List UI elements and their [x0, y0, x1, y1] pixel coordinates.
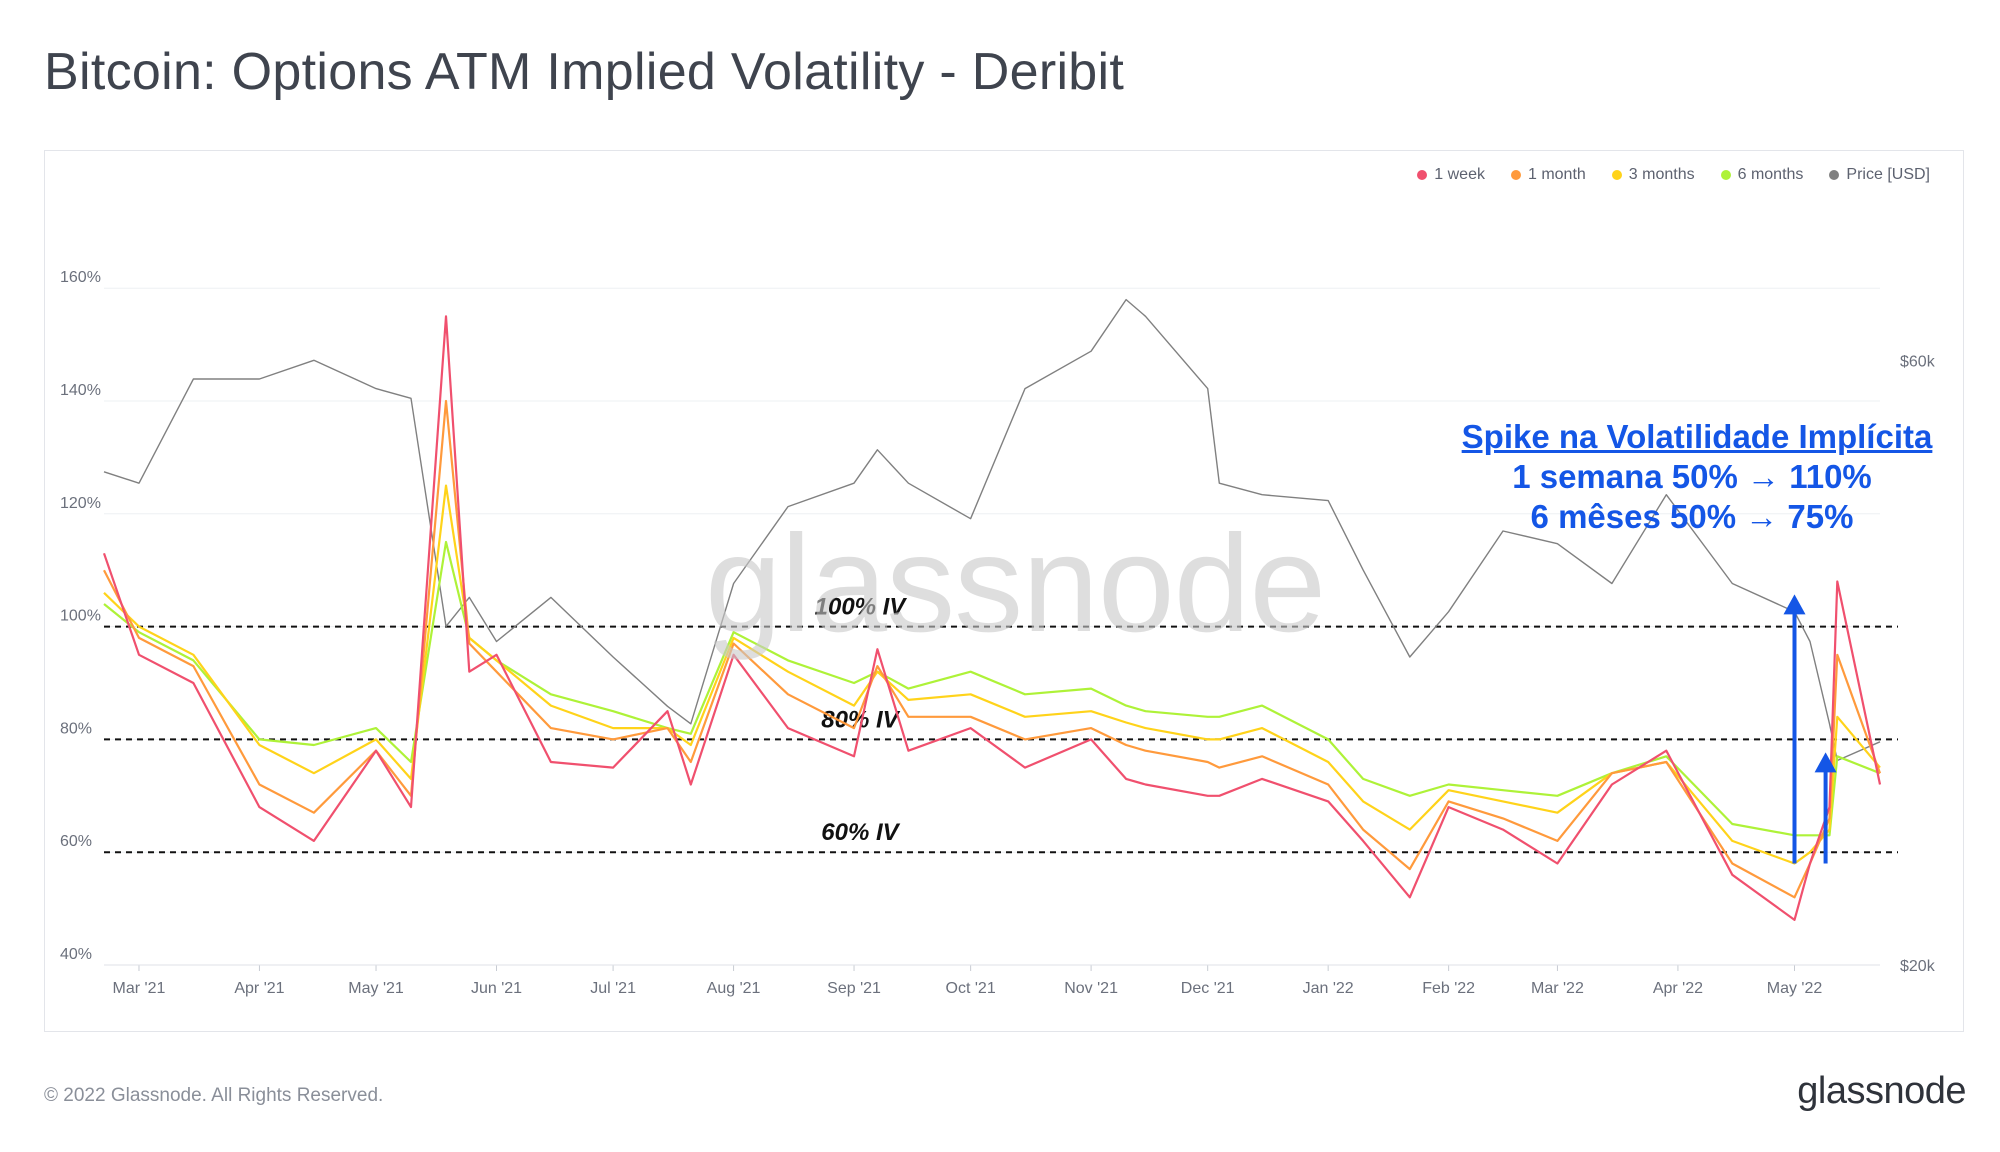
watermark-logo: glassnode [705, 507, 1326, 661]
x-tick-label: Aug '21 [707, 980, 761, 997]
y-left-tick-label: 80% [60, 720, 92, 737]
annotation-line-6-months: 6 mêses 50% → 75% [1530, 498, 1854, 535]
x-tick-label: Mar '22 [1531, 980, 1584, 997]
footer-copyright: © 2022 Glassnode. All Rights Reserved. [44, 1085, 384, 1106]
series-line [103, 540, 1881, 837]
legend-dot-icon [1611, 170, 1622, 180]
series-lines [102, 298, 1882, 922]
legend-label: 1 week [1434, 166, 1485, 183]
x-tick-label: Mar '21 [113, 980, 166, 997]
axes: 40% 60% 80% 100% 120% 140% 160% $20k $60k Mar '21… [60, 269, 1936, 997]
legend-dot-icon [1720, 170, 1731, 180]
x-tick-label: Jun '21 [471, 980, 522, 997]
page-title: Bitcoin: Options ATM Implied Volatility … [44, 43, 1125, 101]
x-tick-label: Sep '21 [827, 980, 881, 997]
legend-item-1-week[interactable]: 1 week [1417, 166, 1485, 184]
y-left-tick-label: 100% [60, 608, 101, 625]
legend-label: 6 months [1737, 166, 1804, 183]
x-tick-label: Oct '21 [946, 980, 996, 997]
legend-label: 1 month [1527, 166, 1586, 183]
glassnode-logo: glassnode [1797, 1070, 1966, 1112]
x-tick-label: May '21 [348, 980, 404, 997]
x-tick-label: Apr '22 [1653, 980, 1703, 997]
legend-item-price[interactable]: Price [USD] [1829, 166, 1930, 184]
legend-dot-icon [1417, 170, 1428, 180]
legend-label: Price [USD] [1846, 166, 1930, 183]
annotation-title: Spike na Volatilidade Implícita [1461, 418, 1933, 455]
legend-item-6-months[interactable]: 6 months [1720, 166, 1804, 184]
reference-line-label: 100% IV [815, 594, 908, 621]
x-tick-label: Dec '21 [1181, 980, 1235, 997]
reference-line-label: 60% IV [821, 819, 900, 846]
series-line [103, 399, 1882, 899]
x-tick-label: Feb '22 [1422, 980, 1475, 997]
legend-item-1-month[interactable]: 1 month [1510, 166, 1586, 184]
annotation-arrow-head-icon [1783, 594, 1806, 615]
legend-item-3-months[interactable]: 3 months [1611, 166, 1695, 184]
y-right-tick-label: $60k [1900, 353, 1936, 370]
y-left-tick-label: 140% [60, 382, 101, 399]
chart-frame [44, 150, 1964, 1032]
annotation-line-1-week: 1 semana 50% → 110% [1512, 458, 1872, 495]
x-tick-label: Jan '22 [1303, 980, 1354, 997]
annotation-arrows [1783, 594, 1837, 864]
y-left-tick-label: 60% [60, 833, 92, 850]
x-tick-label: May '22 [1767, 980, 1823, 997]
x-tick-label: Apr '21 [234, 980, 284, 997]
y-right-tick-label: $20k [1900, 958, 1936, 975]
legend-dot-icon [1829, 170, 1840, 180]
y-left-tick-label: 120% [60, 495, 101, 512]
x-tick-label: Jul '21 [590, 980, 636, 997]
series-line [102, 315, 1882, 922]
annotation-arrow-head-icon [1814, 752, 1837, 773]
y-left-tick-label: 40% [60, 946, 92, 963]
y-left-tick-label: 160% [60, 269, 101, 286]
legend-label: 3 months [1628, 166, 1695, 183]
legend-dot-icon [1510, 170, 1521, 180]
series-line [103, 298, 1881, 762]
x-tick-label: Nov '21 [1064, 980, 1118, 997]
legend: 1 week 1 month 3 months 6 months Price [… [1417, 166, 1930, 184]
